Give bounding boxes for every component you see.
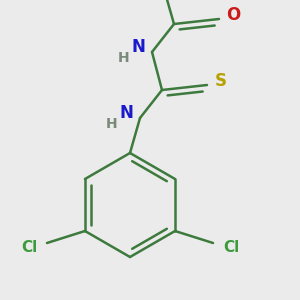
Text: H: H: [118, 51, 130, 65]
Text: Cl: Cl: [223, 239, 239, 254]
Text: N: N: [131, 38, 145, 56]
Text: H: H: [106, 117, 118, 131]
Text: O: O: [226, 6, 240, 24]
Text: S: S: [215, 72, 227, 90]
Text: N: N: [119, 104, 133, 122]
Text: Cl: Cl: [21, 239, 37, 254]
